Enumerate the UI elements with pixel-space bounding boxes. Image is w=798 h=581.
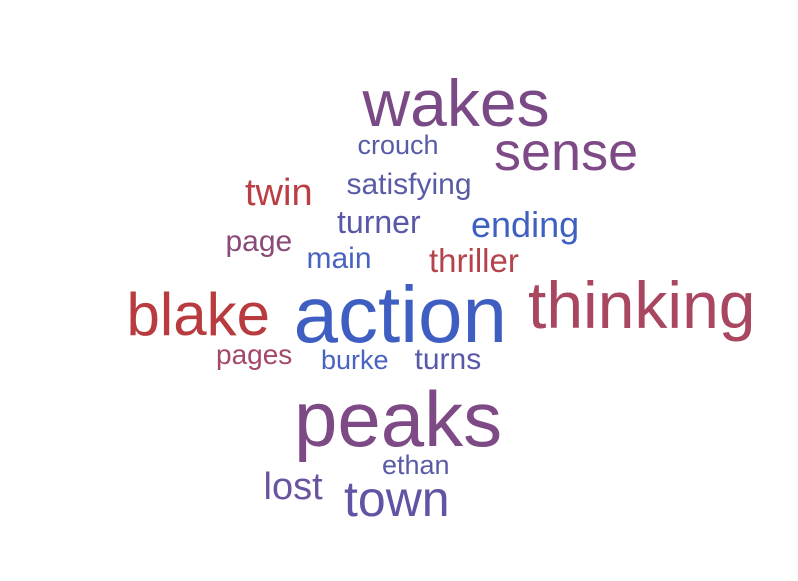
word-burke: burke (321, 345, 389, 376)
word-town: town (344, 471, 450, 527)
word-action: action (293, 270, 507, 359)
word-page: page (225, 225, 293, 258)
word-ending: ending (471, 204, 580, 246)
word-turner: turner (337, 204, 421, 241)
word-twin: twin (245, 171, 313, 214)
word-satisfying: satisfying (346, 168, 472, 201)
word-wakes: wakes (362, 66, 550, 141)
word-lost: lost (263, 465, 323, 508)
word-peaks: peaks (294, 374, 503, 463)
word-crouch: crouch (357, 130, 439, 161)
word-thriller: thriller (429, 241, 519, 279)
word-thinking: thinking (528, 268, 756, 343)
word-main: main (306, 242, 372, 275)
word-turns: turns (414, 343, 482, 376)
word-ethan: ethan (382, 450, 450, 481)
word-pages: pages (216, 338, 293, 370)
word-sense: sense (494, 121, 639, 182)
word-blake: blake (126, 281, 270, 348)
